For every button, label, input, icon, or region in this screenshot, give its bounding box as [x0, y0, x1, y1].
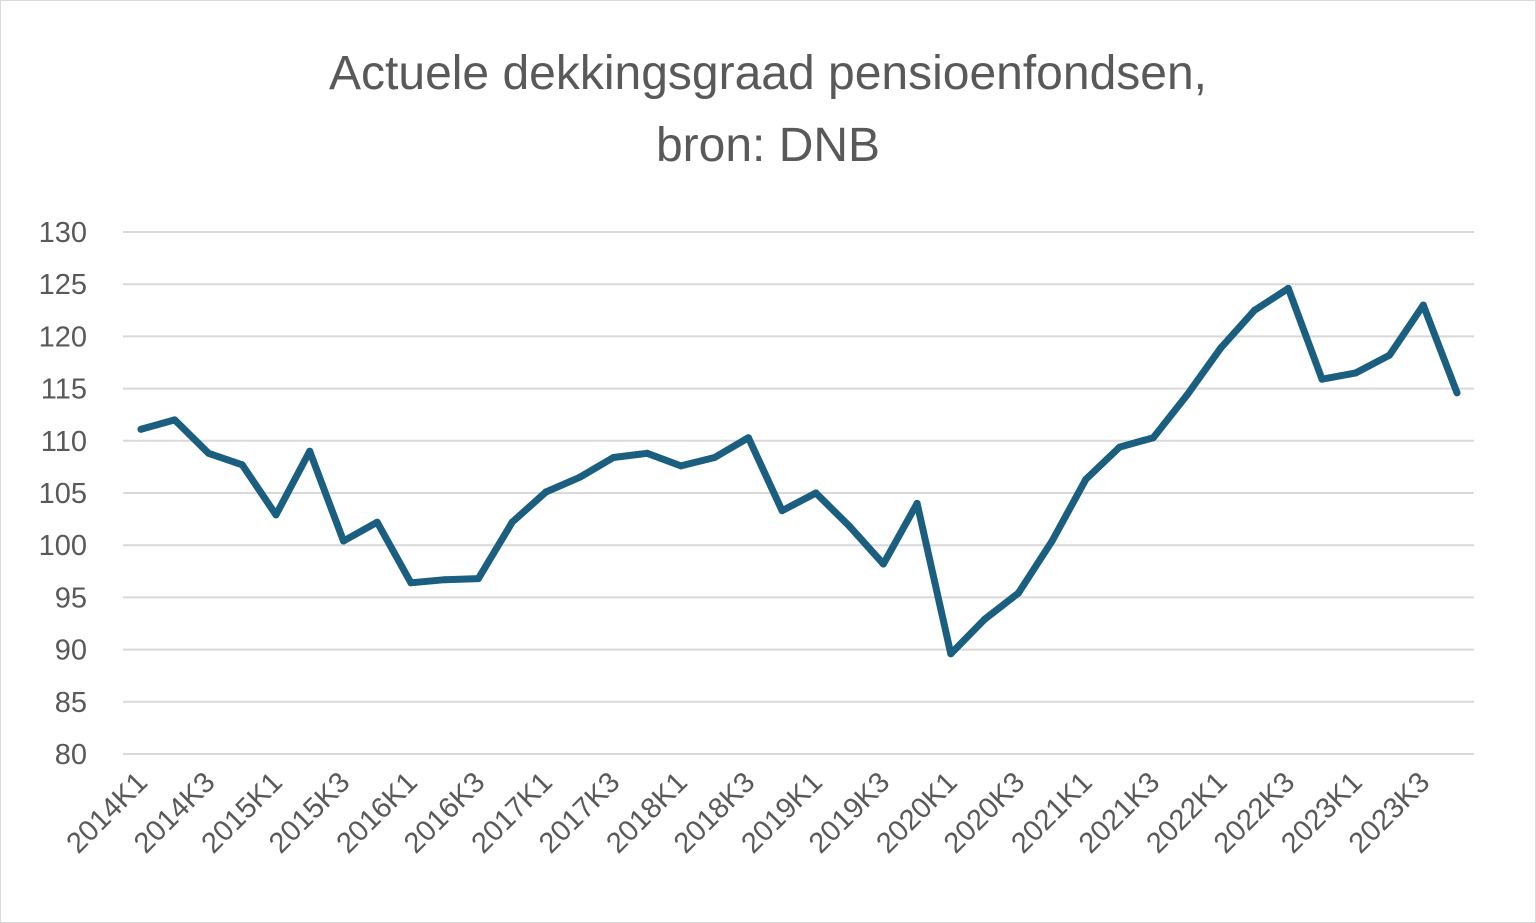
data-point [778, 507, 786, 515]
x-axis-tick-labels: 2014K12014K32015K12015K32016K12016K32017… [61, 766, 1437, 859]
data-point [1386, 351, 1393, 359]
data-point [1352, 369, 1360, 377]
data-point [1453, 389, 1461, 397]
y-tick-label: 130 [39, 217, 87, 249]
y-tick-label: 85 [55, 687, 87, 719]
data-point [846, 522, 854, 530]
y-tick-label: 120 [39, 321, 87, 353]
y-tick-label: 95 [55, 582, 87, 614]
data-point [1149, 434, 1157, 442]
data-point [1116, 443, 1124, 451]
data-point [508, 518, 516, 526]
data-point [542, 488, 550, 496]
chart-title-line-2: bron: DNB [655, 119, 881, 172]
y-tick-label: 90 [55, 635, 87, 667]
data-point [171, 416, 179, 424]
data-point [306, 447, 314, 455]
y-tick-label: 110 [41, 426, 87, 458]
series-layer [137, 284, 1461, 658]
data-point [643, 449, 651, 457]
data-point [373, 518, 381, 526]
y-tick-label: 125 [39, 269, 87, 301]
data-point [677, 462, 685, 470]
data-point [812, 489, 820, 497]
data-point [1419, 301, 1427, 309]
data-point [576, 473, 584, 481]
data-point [441, 576, 449, 584]
chart-title: Actuele dekkingsgraad pensioenfondsen, b… [0, 38, 1536, 182]
y-tick-label: 100 [39, 530, 87, 562]
data-point [947, 650, 955, 658]
data-point [1183, 391, 1191, 399]
data-point [913, 499, 921, 507]
data-point [1048, 537, 1056, 545]
data-point [744, 434, 752, 442]
data-point [1251, 306, 1258, 314]
y-tick-label: 105 [39, 478, 87, 510]
data-point [238, 461, 246, 469]
y-tick-label: 115 [41, 374, 87, 406]
y-axis-tick-labels: 80 85 90 95 100 105 110 115 120 125 130 [39, 217, 87, 771]
chart-title-line-1: Actuele dekkingsgraad pensioenfondsen, [329, 47, 1207, 100]
data-point [272, 511, 280, 519]
data-point [1284, 284, 1292, 292]
data-point [879, 560, 887, 568]
data-point [474, 575, 482, 583]
data-point [981, 615, 989, 623]
data-point [1217, 344, 1225, 352]
series-line-0 [137, 284, 1461, 658]
data-point [137, 425, 145, 433]
data-point [1318, 375, 1326, 383]
gridlines [123, 231, 1474, 755]
data-point [609, 454, 617, 461]
data-point [1082, 475, 1090, 483]
data-point [205, 449, 212, 457]
data-point [1014, 589, 1022, 597]
data-point [711, 454, 719, 461]
data-point [407, 579, 415, 587]
data-point [340, 537, 347, 545]
y-tick-label: 80 [55, 739, 87, 771]
